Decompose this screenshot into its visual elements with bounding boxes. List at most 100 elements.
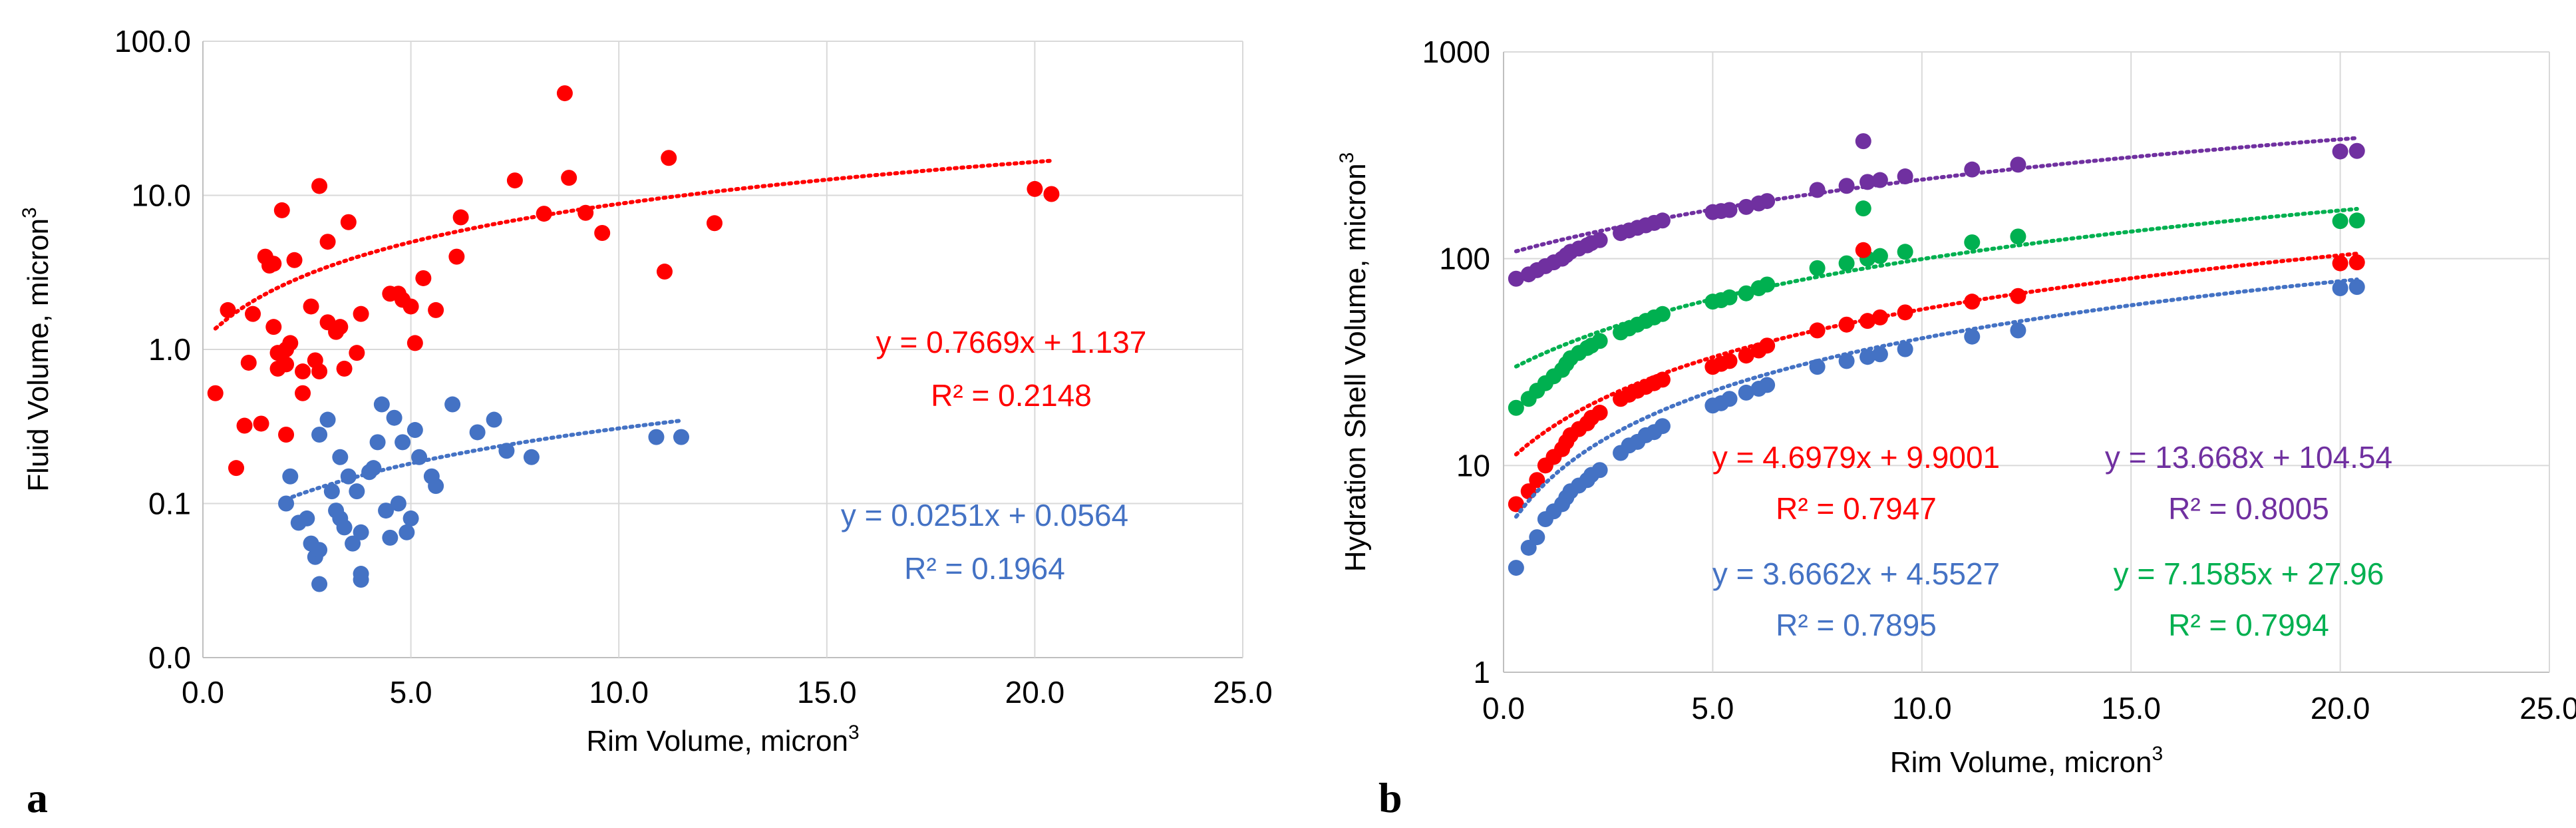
x-axis-title-superscript: 3 [848,722,860,743]
y-tick-label: 10.0 [131,178,191,213]
data-point-blue [1654,418,1671,435]
trendline-purple [1514,136,2359,254]
data-point-red [452,209,469,226]
y-tick-label: 100 [1439,242,1490,276]
y-axis-title-superscript: 3 [1336,152,1358,164]
data-point-red [278,426,295,443]
x-tick-label: 5.0 [390,675,432,710]
data-point-red [1529,472,1545,489]
y-tick-label: 0.0 [148,640,191,675]
trendline-equation-blue: y = 3.6662x + 4.5527 [1712,556,2000,591]
data-point-blue [345,535,361,552]
data-point-red [1591,405,1608,421]
y-tick-label: 1000 [1422,35,1490,69]
x-tick-label: 5.0 [1691,691,1734,725]
chart-panel-b: 1 10 100 1000 0.0 5.0 10.0 15.0 20.0 25.0 Rim Volu… [1336,35,2576,821]
data-point-blue [282,468,299,485]
y-tick-label: 1.0 [148,332,191,367]
trendline-red [213,158,1054,331]
data-point-green [2332,213,2348,230]
data-point-red [2332,255,2348,272]
x-tick-label: 10.0 [589,675,649,710]
data-point-blue [1859,349,1876,365]
y-axis-title-text: Fluid Volume, micron [22,218,55,492]
data-point-blue [386,409,402,426]
data-point-purple [1838,178,1855,194]
data-point-red [1738,347,1754,364]
y-axis-title: Fluid Volume, micron3 [19,207,55,492]
trendline-equation-green: y = 7.1585x + 27.96 [2114,556,2384,591]
x-axis-title: Rim Volume, micron3 [1890,743,2163,779]
data-point-green [1591,333,1608,349]
trendline-r2-red: R² = 0.7947 [1776,491,1937,526]
data-point-blue [399,524,415,540]
data-point-red [336,360,353,377]
data-point-red [236,417,253,434]
data-point-blue [332,449,349,465]
data-point-red [448,248,465,265]
data-point-purple [1721,202,1738,218]
data-point-blue [1871,346,1888,363]
data-point-green [1654,306,1671,322]
data-point-blue [378,503,395,519]
x-tick-label: 15.0 [2101,691,2161,725]
data-point-blue [311,426,328,443]
x-tick-label: 25.0 [1213,675,1273,710]
trendline-equation-purple: y = 13.668x + 104.54 [2105,440,2392,475]
data-point-red [278,356,295,373]
data-point-purple [2332,143,2348,160]
data-point-red [240,354,257,371]
x-axis-title: Rim Volume, micron3 [586,722,859,757]
data-point-green [1838,255,1855,272]
data-point-blue [353,524,369,540]
data-point-red [282,335,299,351]
trendline-blue [1514,277,2359,519]
data-point-blue [395,434,411,451]
data-point-red [415,270,432,286]
data-point-blue [2348,279,2365,296]
data-point-blue [1508,560,1524,576]
data-point-blue [406,422,423,439]
data-point-blue [428,478,444,495]
data-point-blue [1591,462,1608,479]
y-axis-title-text: Hydration Shell Volume, micron [1339,163,1372,572]
data-point-red [319,234,336,250]
trendline-blue [284,419,683,502]
data-point-blue [1738,384,1754,401]
data-point-red [245,306,261,322]
y-tick-label: 10 [1456,448,1490,483]
data-point-red [656,264,673,280]
data-point-red [1855,242,1871,258]
data-point-green [2348,212,2365,229]
data-point-blue [1529,529,1545,546]
data-point-blue [323,483,340,500]
data-point-blue [311,576,328,592]
data-point-blue [353,572,369,588]
data-point-blue [299,510,315,526]
data-point-green [1871,248,1888,264]
y-axis-title-superscript: 3 [19,207,41,218]
data-point-blue [349,483,365,500]
x-tick-label: 0.0 [1482,691,1525,725]
data-point-red [295,385,311,401]
data-point-blue [1964,328,1981,345]
data-point-red [286,252,303,268]
data-point-purple [1855,133,1871,150]
data-point-red [295,363,311,380]
y-tick-label: 0.1 [148,487,191,521]
y-axis-title: Hydration Shell Volume, micron3 [1336,152,1372,572]
data-point-blue [311,542,328,558]
data-point-blue [336,519,353,536]
trendline-r2-blue: R² = 0.7895 [1776,608,1937,642]
data-point-blue [523,449,540,465]
data-point-green [1897,244,1913,260]
trendline-r2-blue: R² = 0.1964 [904,551,1065,586]
data-point-red [353,306,369,322]
data-point-blue [469,424,486,441]
data-point-green [2010,228,2026,245]
trendline-green [1514,206,2359,369]
data-point-green [1964,234,1981,251]
trendline-red [1514,252,2359,457]
